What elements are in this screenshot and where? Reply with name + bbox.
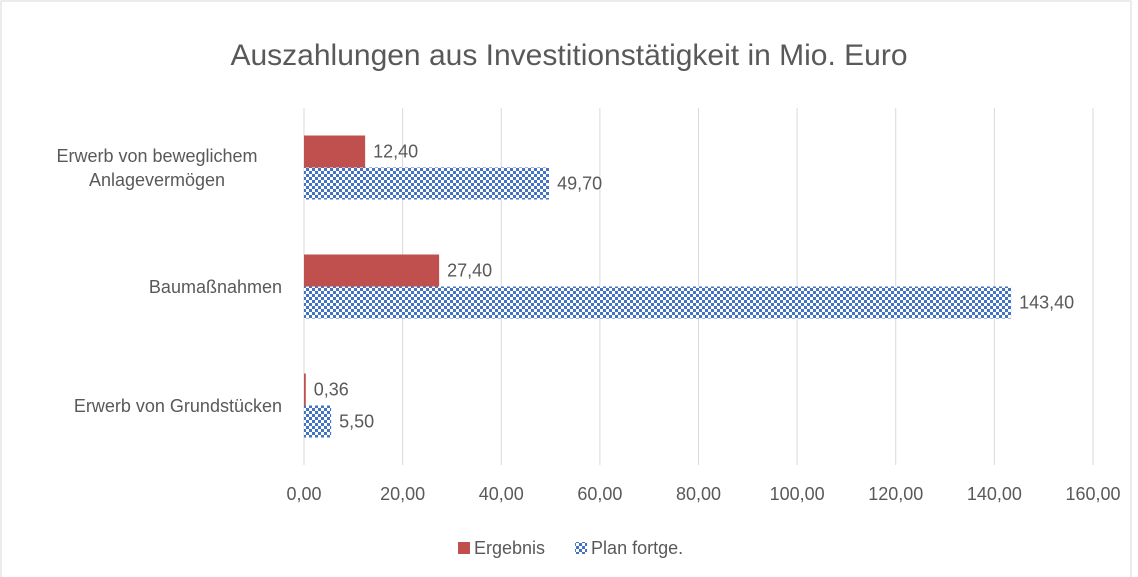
value-label: 12,40 [373, 141, 418, 161]
value-label: 0,36 [314, 379, 349, 399]
x-tick-label: 20,00 [380, 484, 425, 504]
x-tick-label: 100,00 [770, 484, 825, 504]
x-tick-label: 80,00 [676, 484, 721, 504]
bar [304, 405, 332, 438]
bar [304, 254, 440, 287]
x-tick-label: 40,00 [479, 484, 524, 504]
legend-label: Ergebnis [474, 538, 545, 558]
chart-title: Auszahlungen aus Investitionstätigkeit i… [230, 39, 907, 72]
y-tick-label: Erwerb von beweglichem Anlagevermögen [56, 145, 258, 190]
y-tick-label: Baumaßnahmen [148, 276, 282, 297]
value-label: 143,40 [1019, 292, 1074, 312]
value-label: 5,50 [339, 411, 374, 431]
value-label: 49,70 [557, 173, 602, 193]
x-tick-label: 60,00 [577, 484, 622, 504]
legend-label: Plan fortge. [591, 538, 683, 558]
bar [304, 135, 366, 168]
x-tick-label: 140,00 [967, 484, 1022, 504]
x-tick-label: 120,00 [868, 484, 923, 504]
legend-swatch [458, 542, 470, 554]
y-tick-label: Erwerb von Grundstücken [73, 395, 282, 416]
x-tick-label: 0,00 [286, 484, 321, 504]
legend-swatch [575, 542, 588, 554]
bar [304, 167, 550, 200]
bar [304, 286, 1012, 319]
x-tick-label: 160,00 [1065, 484, 1120, 504]
value-label: 27,40 [447, 260, 492, 280]
bar [304, 373, 306, 406]
